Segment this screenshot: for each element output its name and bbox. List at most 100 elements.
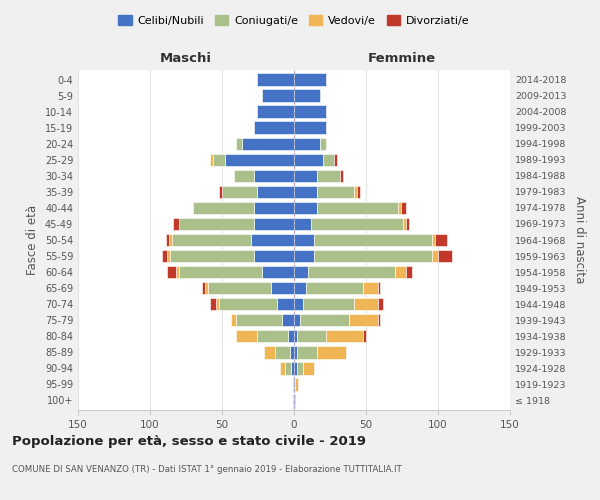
Bar — [363, 282, 377, 294]
Bar — [401, 202, 406, 214]
Bar — [358, 186, 360, 198]
Bar — [293, 378, 294, 390]
Bar — [314, 250, 432, 262]
Bar — [314, 234, 432, 246]
Bar — [170, 250, 254, 262]
Bar — [297, 362, 302, 374]
Bar — [377, 314, 380, 326]
Bar — [193, 202, 254, 214]
Bar — [305, 282, 363, 294]
Legend: Celibi/Nubili, Coniugati/e, Vedovi/e, Divorziati/e: Celibi/Nubili, Coniugati/e, Vedovi/e, Di… — [114, 10, 474, 30]
Bar — [406, 218, 409, 230]
Bar — [257, 74, 294, 86]
Bar — [294, 90, 320, 102]
Bar — [172, 234, 251, 246]
Bar — [254, 218, 294, 230]
Bar — [294, 138, 320, 150]
Bar — [355, 186, 358, 198]
Bar — [294, 234, 314, 246]
Bar — [294, 154, 323, 166]
Bar — [205, 282, 208, 294]
Bar — [294, 330, 297, 342]
Bar — [257, 330, 288, 342]
Bar — [293, 394, 294, 406]
Bar — [211, 154, 214, 166]
Bar — [216, 298, 219, 310]
Bar — [294, 394, 295, 406]
Bar — [294, 314, 300, 326]
Bar — [254, 122, 294, 134]
Bar — [340, 170, 343, 182]
Bar — [294, 106, 326, 118]
Bar — [294, 298, 302, 310]
Bar — [254, 250, 294, 262]
Bar — [349, 314, 377, 326]
Bar — [257, 186, 294, 198]
Bar — [317, 202, 398, 214]
Bar — [242, 138, 294, 150]
Bar — [302, 298, 355, 310]
Bar — [294, 378, 295, 390]
Bar — [236, 314, 283, 326]
Bar — [317, 186, 355, 198]
Bar — [208, 282, 271, 294]
Bar — [317, 346, 346, 358]
Bar — [219, 186, 222, 198]
Bar — [323, 154, 334, 166]
Bar — [294, 346, 297, 358]
Bar — [288, 330, 294, 342]
Text: Popolazione per età, sesso e stato civile - 2019: Popolazione per età, sesso e stato civil… — [12, 435, 366, 448]
Bar — [377, 282, 380, 294]
Bar — [308, 266, 395, 278]
Bar — [302, 362, 314, 374]
Bar — [277, 298, 294, 310]
Bar — [432, 234, 435, 246]
Bar — [211, 298, 216, 310]
Bar — [294, 122, 326, 134]
Bar — [167, 266, 176, 278]
Bar — [326, 330, 363, 342]
Bar — [236, 138, 242, 150]
Y-axis label: Fasce di età: Fasce di età — [26, 205, 39, 275]
Bar — [291, 362, 294, 374]
Bar — [363, 330, 366, 342]
Bar — [176, 266, 179, 278]
Bar — [286, 362, 291, 374]
Bar — [297, 330, 326, 342]
Bar — [275, 346, 290, 358]
Bar — [320, 138, 326, 150]
Bar — [377, 298, 383, 310]
Bar — [202, 282, 205, 294]
Bar — [262, 90, 294, 102]
Bar — [283, 314, 294, 326]
Bar — [294, 170, 317, 182]
Bar — [297, 346, 317, 358]
Bar — [257, 106, 294, 118]
Bar — [294, 74, 326, 86]
Bar — [254, 170, 294, 182]
Bar — [317, 170, 340, 182]
Bar — [264, 346, 275, 358]
Bar — [406, 266, 412, 278]
Bar — [251, 234, 294, 246]
Bar — [271, 282, 294, 294]
Bar — [179, 266, 262, 278]
Text: COMUNE DI SAN VENANZO (TR) - Dati ISTAT 1° gennaio 2019 - Elaborazione TUTTITALI: COMUNE DI SAN VENANZO (TR) - Dati ISTAT … — [12, 465, 402, 474]
Y-axis label: Anni di nascita: Anni di nascita — [573, 196, 586, 284]
Text: Maschi: Maschi — [160, 52, 212, 65]
Bar — [334, 154, 337, 166]
Bar — [254, 202, 294, 214]
Bar — [295, 378, 298, 390]
Bar — [214, 154, 225, 166]
Bar — [179, 218, 254, 230]
Bar — [294, 202, 317, 214]
Bar — [233, 170, 254, 182]
Bar — [432, 250, 438, 262]
Bar — [435, 234, 446, 246]
Bar — [290, 346, 294, 358]
Text: Femmine: Femmine — [368, 52, 436, 65]
Bar — [169, 234, 172, 246]
Bar — [222, 186, 257, 198]
Bar — [167, 250, 170, 262]
Bar — [311, 218, 403, 230]
